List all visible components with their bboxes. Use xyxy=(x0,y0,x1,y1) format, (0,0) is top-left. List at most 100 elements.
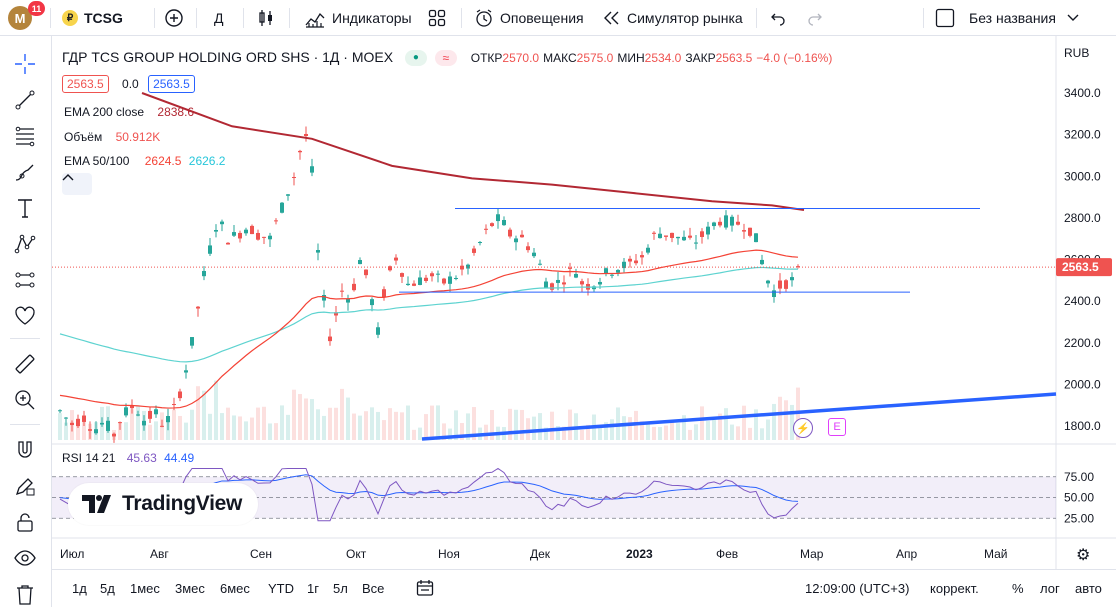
ask-price[interactable]: 2563.5 xyxy=(148,75,195,93)
candle-body xyxy=(412,283,416,286)
lock-tool[interactable] xyxy=(11,508,39,536)
forecast-icon xyxy=(15,272,35,288)
range-button-3мес[interactable]: 3мес xyxy=(175,581,205,596)
trendline-tool[interactable] xyxy=(11,86,39,114)
candle-body xyxy=(712,222,716,227)
time-tick-label: Июл xyxy=(60,547,84,561)
candle-body xyxy=(208,245,212,254)
ema200-value: 2838.6 xyxy=(157,105,195,119)
percent-toggle[interactable]: % xyxy=(1012,581,1024,596)
candle-body xyxy=(304,133,308,137)
layout-menu-button[interactable] xyxy=(1066,0,1080,36)
text-icon xyxy=(18,199,32,218)
pattern-tool[interactable] xyxy=(11,230,39,258)
tradingview-logo[interactable]: TradingView xyxy=(68,483,258,525)
candle-body xyxy=(658,233,662,239)
clock-time[interactable]: 12:09:00 (UTC+3) xyxy=(805,581,910,596)
range-button-1мес[interactable]: 1мес xyxy=(130,581,160,596)
hide-tool[interactable] xyxy=(11,544,39,572)
ohlc-value: 2534.0 xyxy=(644,51,682,65)
range-button-YTD[interactable]: YTD xyxy=(268,581,294,596)
chart-type-button[interactable] xyxy=(256,0,276,36)
bid-price[interactable]: 2563.5 xyxy=(62,75,109,93)
undo-icon xyxy=(771,13,785,26)
crosshair-tool[interactable] xyxy=(11,50,39,78)
magnet-tool[interactable] xyxy=(11,436,39,464)
volume-bar xyxy=(334,407,338,440)
heart-icon xyxy=(15,306,35,325)
currency-label[interactable]: RUB xyxy=(1064,46,1090,60)
settings-gear-icon[interactable]: ⚙ xyxy=(1076,547,1090,564)
alerts-button[interactable]: Оповещения xyxy=(474,0,584,36)
ema50-100-label: EMA 50/100 xyxy=(64,154,130,168)
candle-body xyxy=(574,273,578,278)
delete-tool[interactable] xyxy=(11,580,39,608)
interval-button[interactable]: Д xyxy=(214,0,223,36)
time-tick-label: 2023 xyxy=(626,547,653,561)
date-range-button[interactable] xyxy=(416,579,434,602)
earnings-badge[interactable]: E xyxy=(828,418,846,436)
volume-bar xyxy=(676,423,680,440)
drawing-toolbar xyxy=(0,36,52,607)
lightning-badge[interactable]: ⚡ xyxy=(793,418,813,438)
auto-toggle[interactable]: авто xyxy=(1075,581,1102,596)
candle-body xyxy=(646,247,650,253)
replay-button[interactable]: Симулятор рынка xyxy=(603,0,743,36)
volume-bar xyxy=(64,422,68,440)
layout-name-button[interactable]: Без названия xyxy=(935,0,1056,36)
brush-tool[interactable] xyxy=(11,158,39,186)
rsi-value-2: 44.49 xyxy=(164,451,195,465)
collapse-legend-button[interactable] xyxy=(62,173,92,195)
uptrend-line xyxy=(421,392,1057,441)
volume-bar xyxy=(322,415,326,440)
templates-button[interactable] xyxy=(428,0,446,36)
spread-value: 0.0 xyxy=(122,77,139,91)
candle-body xyxy=(664,235,668,237)
candle-body xyxy=(100,422,104,425)
volume-bar xyxy=(304,398,308,440)
range-button-1д[interactable]: 1д xyxy=(72,581,87,596)
range-button-Все[interactable]: Все xyxy=(362,581,385,596)
indicators-button[interactable]: Индикаторы xyxy=(304,0,412,36)
volume-bar xyxy=(376,411,380,440)
compare-button[interactable] xyxy=(164,0,184,36)
volume-bar xyxy=(610,419,614,440)
symbol-search-button[interactable]: ₽ TCSG xyxy=(62,0,123,36)
ema50-value: 2624.5 xyxy=(144,154,182,168)
undo-button[interactable] xyxy=(770,0,786,36)
range-button-5л[interactable]: 5л xyxy=(333,581,348,596)
text-tool[interactable] xyxy=(11,194,39,222)
ema100-value: 2626.2 xyxy=(188,154,226,168)
volume-bar xyxy=(310,399,314,440)
range-button-1г[interactable]: 1г xyxy=(307,581,319,596)
prediction-tool[interactable] xyxy=(11,266,39,294)
volume-bar xyxy=(244,421,248,440)
range-button-6мес[interactable]: 6мес xyxy=(220,581,250,596)
candle-body xyxy=(406,283,410,286)
volume-bar xyxy=(136,405,140,440)
volume-bar xyxy=(484,424,488,440)
candle-body xyxy=(754,233,758,243)
zoom-tool[interactable] xyxy=(11,386,39,414)
volume-bar xyxy=(352,413,356,440)
icons-tool[interactable] xyxy=(11,302,39,330)
brush-icon xyxy=(15,164,34,181)
candle-body xyxy=(232,232,236,236)
candle-body xyxy=(766,280,770,284)
redo-button[interactable] xyxy=(807,0,823,36)
volume-bar xyxy=(754,409,758,440)
top-toolbar: M 11 ₽ TCSG Д Индикаторы Оповещения Симу… xyxy=(0,0,1116,36)
time-tick-label: Дек xyxy=(530,547,551,561)
candle-body xyxy=(484,228,488,230)
candle-body xyxy=(220,221,224,225)
measure-tool[interactable] xyxy=(11,350,39,378)
volume-bar xyxy=(664,425,668,440)
volume-bar xyxy=(724,408,728,440)
lock-drawing-tool[interactable] xyxy=(11,472,39,500)
adjust-toggle[interactable]: коррект. xyxy=(930,581,979,596)
fib-tool[interactable] xyxy=(11,122,39,150)
range-button-5д[interactable]: 5д xyxy=(100,581,115,596)
candle-body xyxy=(346,298,350,303)
log-toggle[interactable]: лог xyxy=(1040,581,1060,596)
candle-body xyxy=(544,281,548,288)
